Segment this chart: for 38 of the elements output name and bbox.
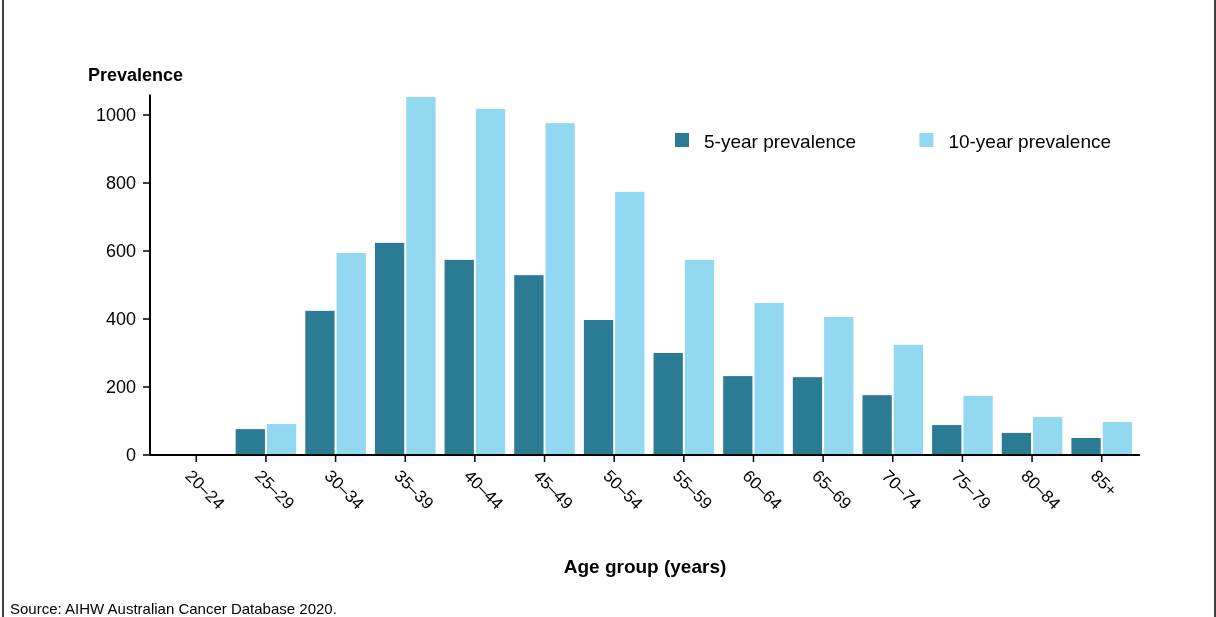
bar <box>824 316 854 455</box>
legend-label: 10-year prevalence <box>948 130 1112 152</box>
bar <box>792 377 823 455</box>
y-tick-label: 600 <box>105 241 136 262</box>
bar <box>1033 416 1063 455</box>
bar <box>1001 432 1032 455</box>
y-tick-label: 0 <box>125 445 136 466</box>
x-axis-title: Age group (years) <box>563 556 727 577</box>
bar <box>684 259 715 455</box>
bar <box>374 242 405 455</box>
legend-label: 5-year prevalence <box>704 130 857 152</box>
bar <box>653 353 683 455</box>
bar <box>932 425 962 455</box>
y-axis-title: Prevalence <box>88 65 184 85</box>
bar <box>336 253 366 455</box>
bar <box>723 376 753 455</box>
bar <box>545 123 575 455</box>
bar <box>444 259 474 455</box>
bar <box>963 395 993 455</box>
bar <box>1102 422 1132 455</box>
y-tick-label: 800 <box>105 173 136 194</box>
bar <box>475 108 506 455</box>
bar <box>583 320 614 455</box>
bar <box>406 96 436 455</box>
bar <box>862 395 892 455</box>
y-tick-label: 400 <box>105 309 136 330</box>
x-tick-label: 85+ <box>1086 466 1121 501</box>
bar <box>235 429 265 455</box>
bar <box>754 303 784 455</box>
source-note: Source: AIHW Australian Cancer Database 2020. <box>10 600 337 617</box>
y-tick-label: 200 <box>105 377 136 398</box>
bar <box>1071 438 1101 455</box>
bar <box>893 344 924 455</box>
bar <box>305 310 335 455</box>
bar <box>615 191 645 455</box>
bar <box>266 424 297 455</box>
bar <box>514 275 544 455</box>
y-tick-label: 1000 <box>95 105 136 126</box>
